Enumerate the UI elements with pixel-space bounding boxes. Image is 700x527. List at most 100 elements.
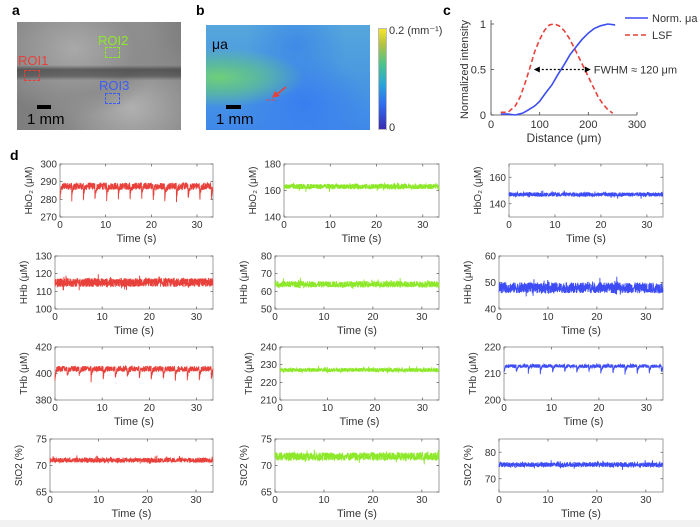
y-tick-label: 210 <box>484 369 501 380</box>
y-axis-label: HHb (μM) <box>239 261 250 305</box>
x-tick-label: 10 <box>97 312 109 323</box>
chart-d11 <box>59 163 214 218</box>
y-axis-label: StO2 (%) <box>239 445 250 486</box>
x-tick-label: 30 <box>416 495 428 506</box>
y-tick-label: 70 <box>485 474 497 485</box>
x-axis-label: Time (s) <box>337 325 377 337</box>
y-tick-label: 60 <box>261 287 273 298</box>
c-x-tick-label: 0 <box>488 119 494 131</box>
scale-bar-b-label: 1 mm <box>216 111 254 128</box>
fwhm-arrowhead-left <box>533 66 540 73</box>
y-tick-label: 220 <box>484 343 501 354</box>
x-axis-label: Time (s) <box>566 233 606 245</box>
colorbar-min-label: 0 <box>389 122 396 134</box>
roi3-label: ROI3 <box>99 78 130 93</box>
c-y-tick-label: 0.5 <box>471 65 486 77</box>
x-tick-label: 20 <box>142 495 154 506</box>
x-tick-label: 30 <box>417 403 429 414</box>
c-y-tick-label: 1 <box>480 19 486 31</box>
brain-grayscale-image <box>17 22 181 130</box>
x-tick-label: 10 <box>325 220 337 231</box>
y-axis-label: HbO₂ (μM) <box>24 167 35 215</box>
x-tick-label: 30 <box>641 403 653 414</box>
x-tick-label: 0 <box>272 312 278 323</box>
trace-line <box>279 365 440 374</box>
plot-area <box>503 346 664 401</box>
trace-line <box>54 274 214 291</box>
fwhm-arrowhead-right <box>584 66 591 73</box>
x-axis-label: Time (s) <box>112 508 152 520</box>
colorbar <box>378 28 387 130</box>
trace-line <box>498 460 664 470</box>
x-tick-label: 10 <box>318 312 330 323</box>
y-tick-label: 400 <box>35 369 52 380</box>
y-axis-label: THb (μM) <box>19 352 30 394</box>
chart-d23 <box>498 255 664 310</box>
y-tick-label: 420 <box>35 343 52 354</box>
y-tick-label: 80 <box>261 252 273 263</box>
roi2-box <box>105 47 120 58</box>
panel-label-d: d <box>10 147 19 163</box>
y-axis-label: StO2 (%) <box>14 445 25 486</box>
roi1-box <box>24 70 40 81</box>
mu-a-label: μa <box>212 36 228 52</box>
x-tick-label: 30 <box>640 312 652 323</box>
chart-d31 <box>54 346 214 401</box>
y-tick-label: 270 <box>40 213 57 224</box>
y-tick-label: 300 <box>40 160 57 171</box>
y-tick-label: 240 <box>260 343 277 354</box>
x-tick-label: 0 <box>281 220 287 231</box>
chart-d32 <box>279 346 440 401</box>
c-legend-label: Norm. μa <box>652 13 698 25</box>
y-tick-label: 380 <box>35 396 52 407</box>
x-tick-label: 10 <box>322 403 334 414</box>
trace-line <box>508 190 664 199</box>
y-tick-label: 40 <box>485 305 497 316</box>
y-axis-label: THb (μM) <box>468 352 479 394</box>
x-axis-label: Time (s) <box>117 233 157 245</box>
x-tick-label: 10 <box>542 312 554 323</box>
y-tick-label: 140 <box>489 199 506 210</box>
x-axis-label: Time (s) <box>561 508 601 520</box>
x-tick-label: 30 <box>191 312 203 323</box>
x-tick-label: 20 <box>367 495 379 506</box>
x-tick-label: 20 <box>146 220 158 231</box>
chart-d42 <box>274 438 440 493</box>
x-tick-label: 0 <box>52 312 58 323</box>
red-arrow-icon <box>266 86 287 101</box>
y-tick-label: 65 <box>261 488 273 499</box>
y-axis-label: HbO₂ (μM) <box>248 167 259 215</box>
trace-line <box>283 182 440 192</box>
y-tick-label: 140 <box>264 213 281 224</box>
absorption-map-image <box>206 25 370 130</box>
x-axis-label: Time (s) <box>340 416 380 428</box>
y-tick-label: 110 <box>36 287 52 298</box>
y-axis-label: HHb (μM) <box>19 261 30 305</box>
y-tick-label: 70 <box>36 461 48 472</box>
y-tick-label: 200 <box>484 396 501 407</box>
x-tick-label: 0 <box>496 495 502 506</box>
trace-line <box>59 181 214 203</box>
x-axis-label: Time (s) <box>337 508 377 520</box>
x-tick-label: 30 <box>416 312 428 323</box>
y-tick-label: 100 <box>35 305 52 316</box>
trace-line <box>49 455 214 465</box>
c-x-tick-label: 200 <box>579 119 597 131</box>
x-tick-label: 20 <box>144 403 156 414</box>
x-axis-label: Time (s) <box>561 325 601 337</box>
y-tick-label: 50 <box>485 278 497 289</box>
chart-d41 <box>49 438 214 493</box>
y-tick-label: 70 <box>261 461 273 472</box>
plot-area <box>274 438 440 493</box>
scale-bar-a <box>37 105 51 109</box>
c-y-tick-label: 0 <box>480 110 486 122</box>
x-tick-label: 10 <box>97 403 109 414</box>
colorbar-max-label: 0.2 (mm⁻¹) <box>389 25 443 37</box>
c-x-tick-label: 300 <box>628 119 646 131</box>
y-tick-label: 160 <box>264 186 281 197</box>
x-tick-label: 10 <box>546 403 558 414</box>
plot-area <box>279 346 440 401</box>
x-tick-label: 10 <box>100 220 112 231</box>
chart-d33 <box>503 346 664 401</box>
y-tick-label: 210 <box>260 396 277 407</box>
